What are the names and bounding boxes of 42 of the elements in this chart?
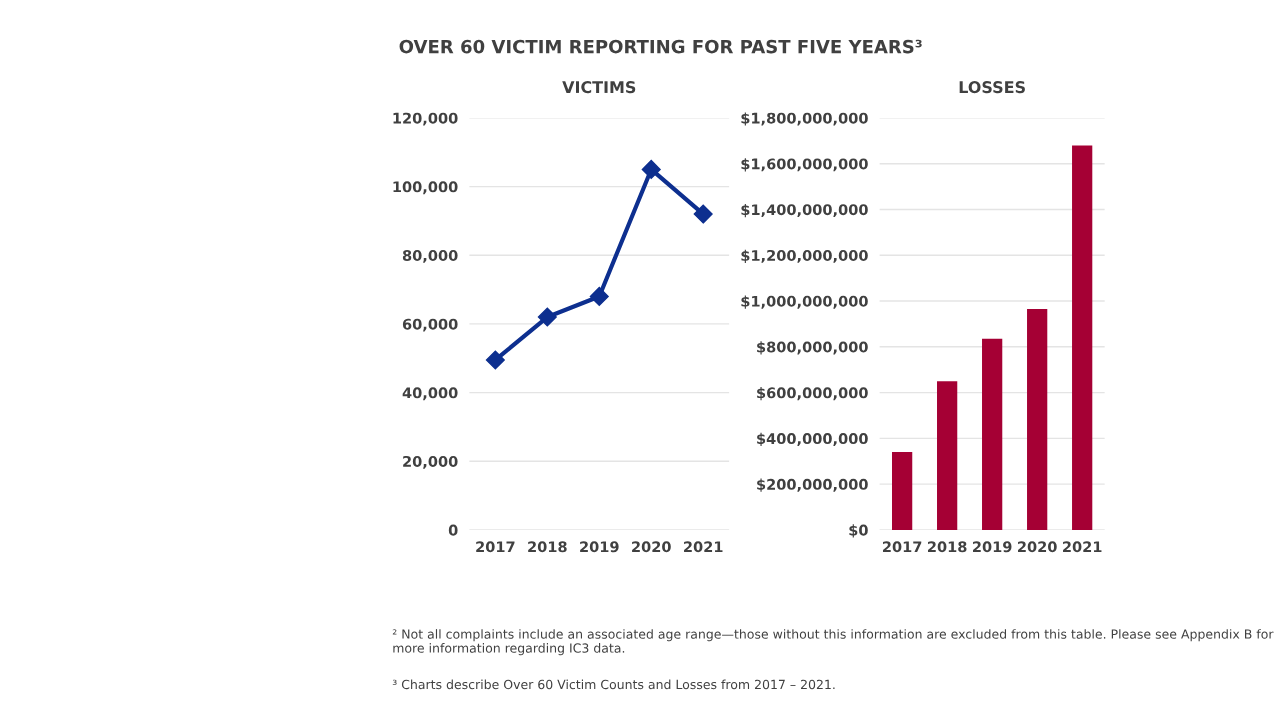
y-tick-label: 100,000 — [393, 181, 458, 195]
y-tick-label: $1,600,000,000 — [741, 158, 868, 172]
x-tick-label: 2019 — [973, 541, 1012, 553]
bar — [937, 381, 958, 530]
y-tick-label: 80,000 — [402, 249, 458, 263]
x-tick-label: 2017 — [882, 541, 922, 553]
chart-title: OVER 60 VICTIM REPORTING FOR PAST FIVE YEARS³ — [399, 39, 922, 54]
y-tick-label: 40,000 — [402, 387, 458, 401]
point — [537, 307, 557, 327]
point — [641, 159, 661, 179]
x-tick-label: 2017 — [476, 541, 515, 553]
x-tick-label: 2021 — [1063, 541, 1102, 553]
x-tick-label: 2018 — [928, 541, 967, 553]
x-tick-label: 2021 — [684, 541, 723, 553]
y-tick-label: 0 — [448, 524, 458, 536]
point — [589, 286, 609, 306]
y-tick-label: $200,000,000 — [757, 478, 868, 492]
y-tick-label: $600,000,000 — [757, 387, 868, 401]
y-tick-label: $1,200,000,000 — [741, 249, 868, 263]
y-tick-label: $1,000,000,000 — [741, 295, 868, 309]
x-tick-label: 2020 — [1018, 541, 1057, 553]
y-tick-label: $800,000,000 — [757, 341, 868, 355]
point — [693, 204, 713, 224]
chart-subtitle: LOSSES — [959, 81, 1025, 94]
text: ² Not all complaints include an associated age range—those without this information are excluded from this table. Please see Appendix B for more information regarding IC3 data. — [392, 629, 1274, 656]
y-tick-label: $0 — [849, 524, 868, 538]
chart-subtitle: VICTIMS — [562, 81, 636, 94]
y-tick-label: $400,000,000 — [757, 432, 868, 447]
bar — [982, 338, 1003, 530]
bar — [892, 452, 913, 530]
y-tick-label: 60,000 — [402, 318, 458, 332]
y-tick-label: $1,400,000,000 — [741, 203, 868, 218]
x-tick-label: 2018 — [528, 541, 567, 553]
x-tick-label: 2019 — [580, 541, 619, 553]
bar — [1072, 145, 1093, 530]
y-tick-label: 120,000 — [393, 112, 458, 126]
text: ³ Charts describe Over 60 Victim Counts and Losses from 2017 – 2021. — [392, 679, 835, 690]
y-tick-label: $1,800,000,000 — [741, 112, 868, 126]
point — [485, 350, 505, 370]
bar — [1027, 309, 1048, 530]
y-tick-label: 20,000 — [403, 455, 458, 469]
x-tick-label: 2020 — [632, 541, 671, 553]
